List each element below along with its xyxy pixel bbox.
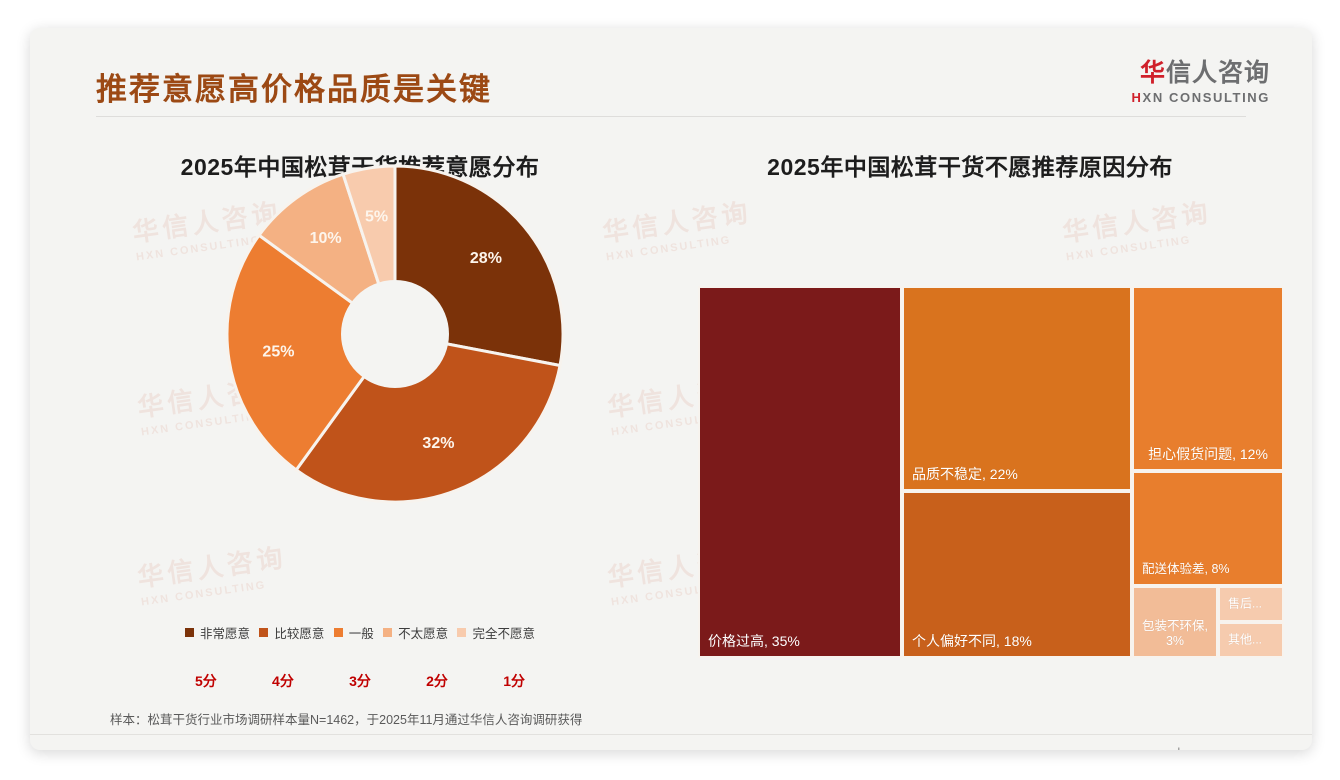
score-label-2: 3分	[349, 673, 371, 689]
logo-chinese-red: 华	[1139, 59, 1166, 87]
donut-svg-wrapper: 28% 32% 25% 10% 5%	[225, 164, 565, 504]
logo-chinese-gray: 信人咨询	[1165, 59, 1270, 87]
treemap-cell-quality[interactable]: 品质不稳定, 22%	[902, 286, 1132, 491]
page-title: 推荐意愿高价格品质是关键	[96, 72, 492, 107]
watermark-line1: 华信人咨询	[135, 542, 289, 593]
donut-slice-value-4: 5%	[365, 209, 388, 226]
treemap-cell-delivery[interactable]: 配送体验差, 8%	[1132, 471, 1284, 586]
score-label-4: 1分	[503, 673, 525, 689]
treemap-cell-label: 配送体验差, 8%	[1142, 562, 1230, 577]
treemap-cell-label: 价格过高, 35%	[708, 632, 800, 649]
score-label-1: 4分	[272, 673, 294, 689]
footer-website[interactable]: www.hxrcon.com	[1148, 746, 1242, 750]
legend-item-2[interactable]: 一般	[333, 623, 374, 642]
donut-chart-svg: 28% 32% 25% 10% 5%	[225, 164, 565, 504]
legend-item-3[interactable]: 不太愿意	[383, 623, 448, 642]
donut-legend: 非常愿意 比较愿意 一般 不太愿意 完全不愿意	[70, 623, 650, 642]
donut-chart: 28% 32% 25% 10% 5%	[70, 164, 650, 524]
watermark: 华信人咨询 HXN CONSULTING	[135, 537, 291, 608]
legend-item-1[interactable]: 比较愿意	[259, 623, 324, 642]
treemap-cell-aftersales[interactable]: 售后...	[1218, 586, 1284, 622]
donut-slice-value-0: 28%	[470, 250, 502, 267]
treemap-cell-label: 包装不环保, 3%	[1142, 618, 1208, 649]
title-divider	[96, 116, 1246, 117]
watermark-line2: HXN CONSULTING	[140, 579, 268, 609]
footnote: 样本：松茸干货行业市场调研样本量N=1462，于2025年11月通过华信人咨询调…	[110, 713, 583, 727]
treemap-cell-label: 其他...	[1228, 632, 1263, 647]
watermark: 华信人咨询 HXN CONSULTING	[1060, 192, 1216, 263]
legend-swatch-icon	[185, 628, 194, 637]
logo-chinese: 华信人咨询	[1132, 60, 1270, 86]
watermark-line1: 华信人咨询	[1060, 197, 1214, 248]
treemap-cell-label: 个人偏好不同, 18%	[912, 632, 1032, 649]
logo-english: HXN CONSULTING	[1132, 90, 1270, 105]
right-chart-title: 2025年中国松茸干货不愿推荐原因分布	[767, 154, 1173, 180]
treemap-cell-packaging[interactable]: 包装不环保, 3%	[1132, 586, 1218, 658]
legend-label: 非常愿意	[200, 627, 251, 641]
donut-slice-value-3: 10%	[310, 230, 342, 247]
slide-header: 推荐意愿高价格品质是关键 华信人咨询 HXN CONSULTING	[30, 28, 1312, 118]
donut-slice-value-2: 25%	[262, 344, 294, 361]
footer-divider	[30, 734, 1312, 735]
score-row: 5分 4分 3分 2分 1分	[70, 671, 650, 691]
donut-slice-2[interactable]	[225, 233, 398, 473]
treemap-cell-counterfeit[interactable]: 担心假货问题, 12%	[1132, 286, 1284, 471]
legend-swatch-icon	[457, 628, 467, 637]
treemap-cell-preference[interactable]: 个人偏好不同, 18%	[902, 491, 1132, 658]
score-label-0: 5分	[195, 673, 217, 689]
treemap-cell-label: 担心假货问题, 12%	[1148, 445, 1268, 462]
score-label-3: 2分	[426, 673, 448, 689]
legend-label: 一般	[348, 627, 374, 641]
logo-english-red: H	[1131, 90, 1143, 106]
treemap-cell-label: 品质不稳定, 22%	[912, 465, 1018, 482]
treemap-cell-label: 售后...	[1228, 596, 1263, 611]
right-chart-panel: 2025年中国松茸干货不愿推荐原因分布	[660, 148, 1280, 182]
donut-slice-value-1: 32%	[422, 435, 454, 452]
donut-slice-1[interactable]	[294, 332, 562, 504]
legend-swatch-icon	[333, 628, 343, 637]
legend-item-4[interactable]: 完全不愿意	[457, 623, 535, 642]
legend-label: 完全不愿意	[472, 627, 535, 641]
treemap-cell-other[interactable]: 其他...	[1218, 622, 1284, 658]
legend-swatch-icon	[259, 628, 269, 637]
logo-english-gray: XN CONSULTING	[1142, 90, 1270, 106]
legend-item-0[interactable]: 非常愿意	[185, 623, 250, 642]
legend-swatch-icon	[383, 628, 393, 637]
treemap-cell-price[interactable]: 价格过高, 35%	[698, 286, 902, 658]
legend-label: 不太愿意	[398, 627, 449, 641]
company-logo: 华信人咨询 HXN CONSULTING	[1132, 60, 1270, 105]
slide-card: 推荐意愿高价格品质是关键 华信人咨询 HXN CONSULTING 华信人咨询 …	[30, 28, 1312, 750]
donut-hole	[341, 280, 449, 388]
watermark-line2: HXN CONSULTING	[1065, 234, 1193, 264]
legend-label: 比较愿意	[274, 627, 325, 641]
footer-copyright: ©2026.1 HXR华信人咨询	[100, 746, 240, 750]
treemap-chart: 价格过高, 35% 品质不稳定, 22% 个人偏好不同, 18% 担心假货问题,…	[698, 286, 1284, 658]
